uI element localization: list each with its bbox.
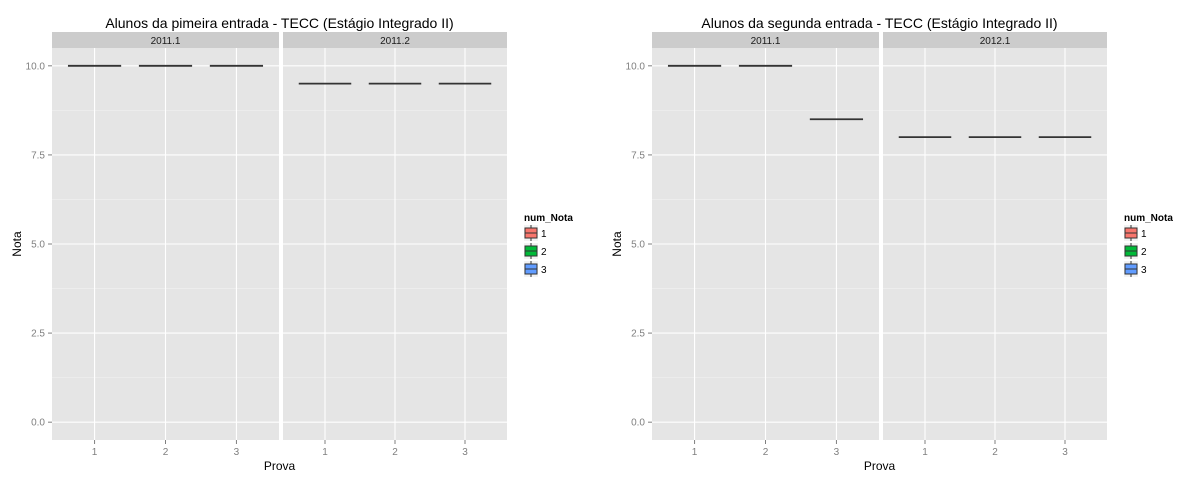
legend-title: num_Nota [1124, 213, 1173, 224]
y-tick-label: 7.5 [631, 150, 645, 161]
x-tick-label: 3 [234, 447, 240, 458]
chart-1: Alunos da pimeira entrada - TECC (Estági… [10, 15, 573, 473]
legend-label: 1 [541, 229, 547, 240]
x-axis-title: Prova [264, 459, 296, 473]
y-tick-label: 0.0 [31, 418, 45, 429]
x-tick-label: 2 [392, 447, 398, 458]
facet-panel: 2012.1 1 2 3 [883, 32, 1107, 458]
x-tick-label: 2 [992, 447, 998, 458]
x-tick-label: 2 [163, 447, 169, 458]
legend: num_Nota 1 2 3 [524, 213, 573, 277]
y-tick-label: 5.0 [631, 240, 645, 251]
facet-strip [52, 32, 279, 48]
y-axis-title: Nota [10, 231, 24, 257]
legend-key-3 [524, 261, 538, 277]
x-tick-label: 3 [462, 447, 468, 458]
legend-title: num_Nota [524, 213, 573, 224]
legend-key-2 [1124, 243, 1138, 259]
y-tick-label: 10.0 [26, 61, 46, 72]
facet-panel: 2011.2 1 2 3 [283, 32, 507, 458]
legend-label: 3 [541, 265, 547, 276]
chart-title: Alunos da pimeira entrada - TECC (Estági… [105, 15, 453, 31]
facet-panel: 2011.1 1 2 3 [52, 32, 279, 458]
y-tick-label: 2.5 [631, 329, 645, 340]
facet-strip-label: 2011.2 [380, 36, 410, 47]
y-tick-label: 7.5 [31, 150, 45, 161]
chart-2: Alunos da segunda entrada - TECC (Estági… [610, 15, 1173, 473]
facet-strip [283, 32, 507, 48]
x-tick-label: 1 [92, 447, 98, 458]
facet-strip [883, 32, 1107, 48]
y-tick-label: 2.5 [31, 329, 45, 340]
x-tick-label: 1 [692, 447, 698, 458]
x-tick-label: 3 [834, 447, 840, 458]
legend-label: 1 [1141, 229, 1147, 240]
facet-strip-label: 2011.1 [151, 36, 181, 47]
legend-key-3 [1124, 261, 1138, 277]
facet-strip-label: 2011.1 [751, 36, 781, 47]
x-tick-label: 1 [322, 447, 328, 458]
y-tick-label: 5.0 [31, 240, 45, 251]
x-axis-title: Prova [864, 459, 896, 473]
legend-key-2 [524, 243, 538, 259]
chart-title: Alunos da segunda entrada - TECC (Estági… [701, 15, 1057, 31]
facet-panel: 2011.1 1 2 3 [652, 32, 879, 458]
legend-label: 3 [1141, 265, 1147, 276]
facet-strip [652, 32, 879, 48]
x-tick-label: 3 [1062, 447, 1068, 458]
legend-label: 2 [1141, 247, 1147, 258]
legend: num_Nota 1 2 3 [1124, 213, 1173, 277]
y-axis-title: Nota [610, 231, 624, 257]
y-tick-label: 0.0 [631, 418, 645, 429]
legend-key-1 [524, 225, 538, 241]
x-tick-label: 2 [763, 447, 769, 458]
legend-key-1 [1124, 225, 1138, 241]
y-tick-label: 10.0 [626, 61, 646, 72]
legend-label: 2 [541, 247, 547, 258]
facet-strip-label: 2012.1 [980, 36, 1011, 47]
x-tick-label: 1 [922, 447, 928, 458]
